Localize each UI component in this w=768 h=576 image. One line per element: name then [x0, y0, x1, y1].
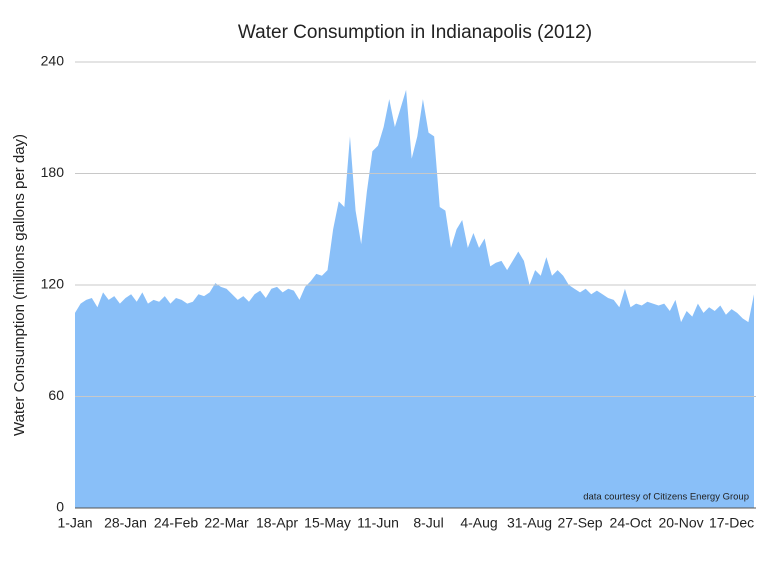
- x-tick-label: 24-Oct: [610, 515, 652, 531]
- x-tick-label: 31-Aug: [507, 515, 552, 531]
- y-axis-label: Water Consumption (millions gallons per …: [11, 134, 28, 436]
- annotation: data courtesy of Citizens Energy Group: [583, 492, 749, 503]
- y-tick-label: 60: [48, 387, 64, 403]
- y-tick-label: 180: [41, 164, 65, 180]
- x-tick-label: 22-Mar: [204, 515, 249, 531]
- x-tick-label: 15-May: [304, 515, 351, 531]
- area: [75, 89, 754, 508]
- x-tick-label: 18-Apr: [256, 515, 298, 531]
- y-tick-label: 0: [56, 499, 64, 515]
- y-tick-label: 120: [41, 276, 65, 292]
- y-tick-label: 240: [41, 53, 65, 69]
- x-tick-label: 11-Jun: [357, 515, 399, 531]
- x-tick-label: 8-Jul: [413, 515, 443, 531]
- x-tick-label: 17-Dec: [709, 515, 754, 531]
- x-tick-label: 4-Aug: [460, 515, 497, 531]
- x-tick-label: 27-Sep: [557, 515, 602, 531]
- x-tick-label: 20-Nov: [658, 515, 703, 531]
- x-tick-label: 1-Jan: [57, 515, 92, 531]
- chart-title: Water Consumption in Indianapolis (2012): [238, 22, 592, 43]
- x-tick-label: 24-Feb: [154, 515, 199, 531]
- x-tick-label: 28-Jan: [104, 515, 147, 531]
